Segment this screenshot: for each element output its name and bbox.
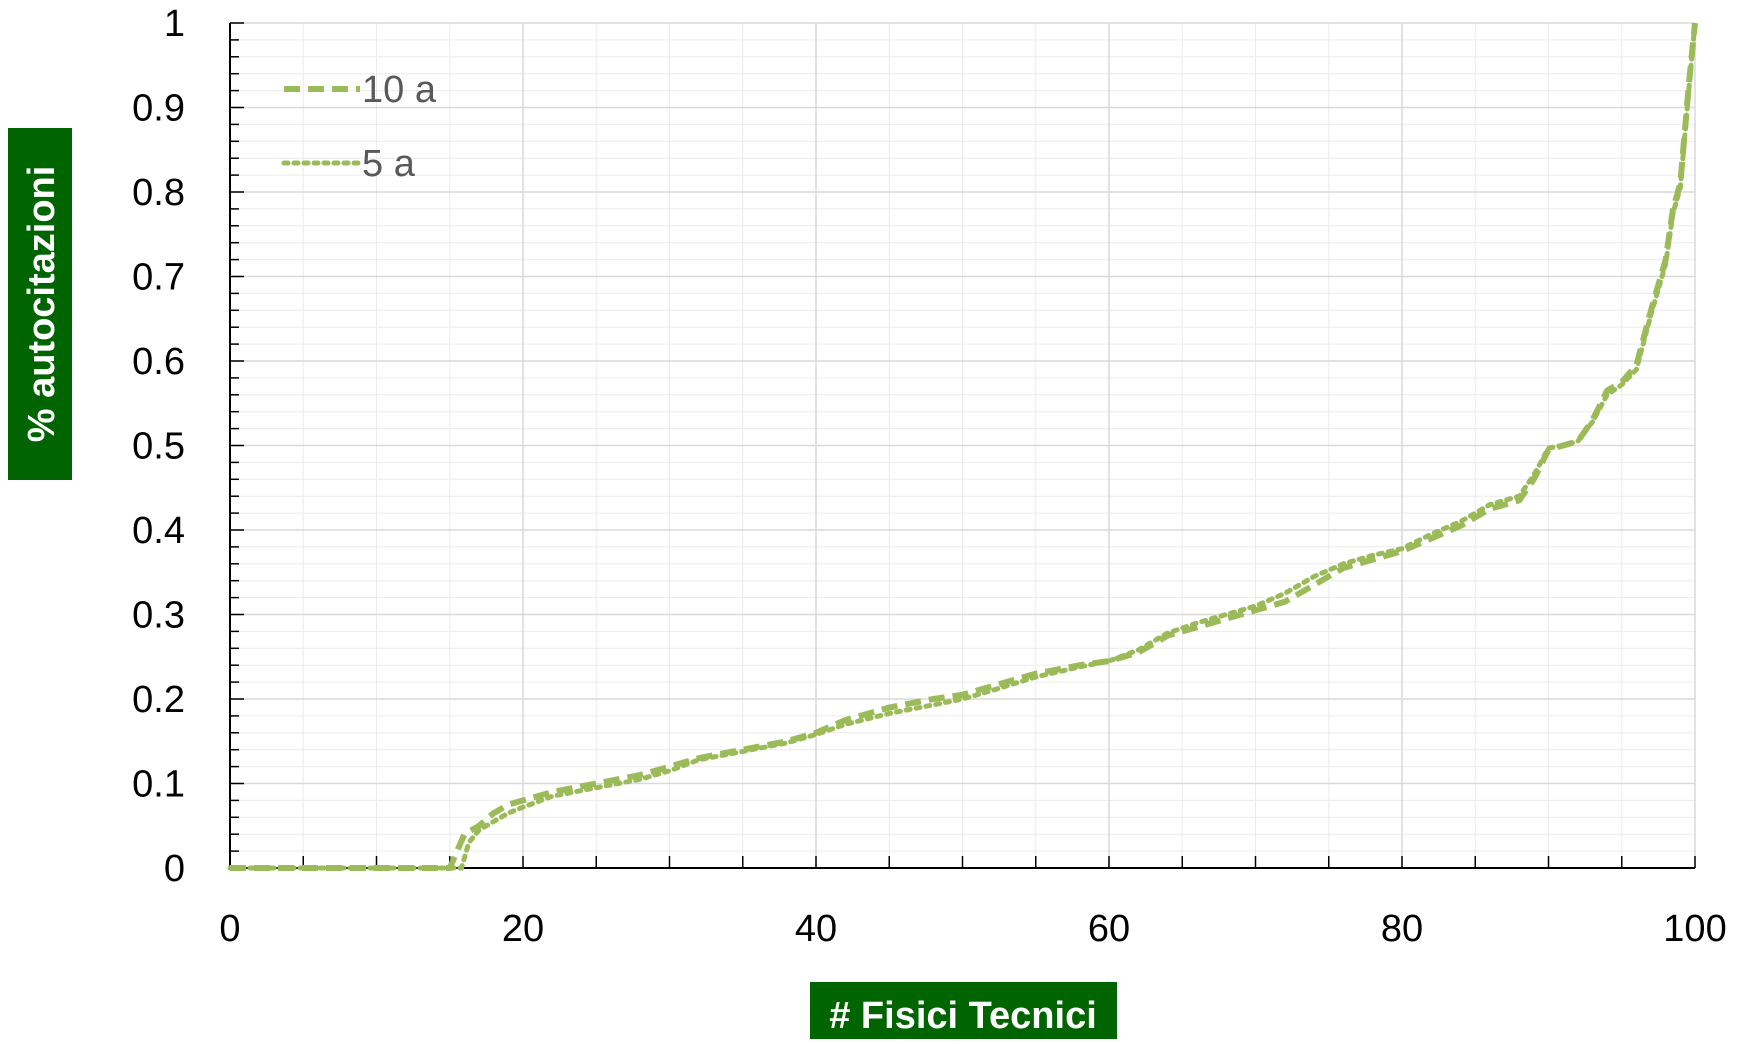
y-tick-label: 0.9 bbox=[132, 88, 185, 130]
series-line-ten-years bbox=[230, 22, 1698, 871]
x-tick-label: 0 bbox=[219, 908, 240, 950]
series-lines bbox=[227, 20, 1698, 871]
y-tick-label: 1 bbox=[164, 3, 185, 45]
y-axis-title-background bbox=[8, 128, 72, 480]
x-tick-label: 100 bbox=[1663, 908, 1726, 950]
legend-label: 5 a bbox=[362, 143, 416, 185]
axis-titles: # Fisici Tecnici % autocitazioni bbox=[8, 128, 1117, 1044]
x-tick-label: 40 bbox=[795, 908, 837, 950]
y-tick-label: 0.8 bbox=[132, 172, 185, 214]
legend: 10 a 5 a bbox=[281, 69, 437, 185]
legend-label: 10 a bbox=[362, 69, 437, 111]
gridlines bbox=[229, 22, 1696, 869]
x-tick-label: 80 bbox=[1381, 908, 1423, 950]
y-tick-label: 0.7 bbox=[132, 257, 185, 299]
y-axis-title: % autocitazioni bbox=[21, 166, 63, 443]
y-tick-label: 0.1 bbox=[132, 764, 185, 806]
y-tick-label: 0.3 bbox=[132, 595, 185, 637]
y-tick-label: 0.6 bbox=[132, 341, 185, 383]
x-tick-label: 20 bbox=[502, 908, 544, 950]
series-line-five-years bbox=[227, 20, 1698, 871]
y-tick-label: 0.5 bbox=[132, 426, 185, 468]
y-tick-label: 0.4 bbox=[132, 510, 185, 552]
x-axis-title: # Fisici Tecnici bbox=[829, 995, 1097, 1037]
axes: 0 0.1 0.2 0.3 0.4 0.5 0.6 0.7 0.8 0.9 1 0 20 40 60 80 10… bbox=[132, 3, 1727, 950]
x-tick-label: 60 bbox=[1088, 908, 1130, 950]
x-axis-title-background bbox=[810, 982, 1117, 1044]
y-tick-label: 0.2 bbox=[132, 679, 185, 721]
y-tick-label: 0 bbox=[164, 848, 185, 890]
